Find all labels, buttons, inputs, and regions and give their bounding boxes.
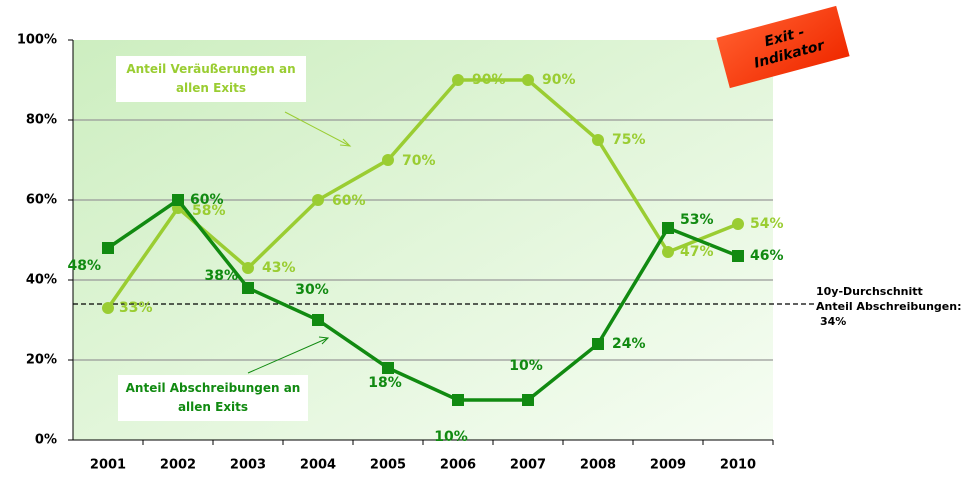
point: [522, 394, 534, 406]
series-callout: Anteil Abschreibungen an allen Exits: [118, 375, 308, 421]
reference-label: Anteil Abschreibungen:: [816, 300, 961, 313]
series-callout: Anteil Veräußerungen an allen Exits: [116, 56, 306, 102]
point: [382, 362, 394, 374]
point: [662, 222, 674, 234]
data-label: 70%: [402, 153, 436, 169]
data-label: 30%: [295, 282, 329, 298]
point: [102, 302, 114, 314]
badge-box: [716, 5, 850, 89]
data-label: 33%: [119, 300, 153, 316]
reference-label: 10y-Durchschnitt: [816, 285, 923, 298]
y-tick-label: 20%: [26, 353, 57, 368]
data-label: 48%: [67, 258, 101, 274]
point: [592, 134, 604, 146]
point: [312, 314, 324, 326]
data-label: 90%: [542, 72, 576, 88]
x-tick-label: 2006: [440, 458, 476, 473]
x-tick-label: 2004: [300, 458, 336, 473]
y-tick-label: 100%: [17, 33, 57, 48]
point: [452, 74, 464, 86]
data-label: 60%: [332, 193, 366, 209]
data-label: 53%: [680, 212, 714, 228]
data-label: 24%: [612, 336, 646, 352]
point: [732, 250, 744, 262]
y-tick-label: 0%: [35, 433, 57, 448]
data-label: 60%: [190, 192, 224, 208]
data-label: 47%: [680, 244, 714, 260]
y-tick-label: 40%: [26, 273, 57, 288]
x-tick-label: 2001: [90, 458, 126, 473]
callout-arrowhead: [339, 138, 352, 147]
reference-label: 34%: [820, 315, 846, 328]
data-label: 18%: [368, 375, 402, 391]
x-tick-label: 2009: [650, 458, 686, 473]
point: [312, 194, 324, 206]
point: [592, 338, 604, 350]
data-label: 75%: [612, 132, 646, 148]
y-tick-label: 60%: [26, 193, 57, 208]
x-tick-label: 2010: [720, 458, 756, 473]
point: [732, 218, 744, 230]
data-label: 46%: [750, 248, 784, 264]
callout-arrow: [247, 337, 329, 374]
series-line: [107, 197, 739, 402]
point: [522, 74, 534, 86]
point: [452, 394, 464, 406]
point: [382, 154, 394, 166]
series-line: [106, 78, 739, 310]
data-label: 10%: [434, 429, 468, 445]
point: [172, 194, 184, 206]
callout-arrowhead: [318, 336, 330, 345]
point: [102, 242, 114, 254]
callout-arrow: [284, 111, 351, 147]
data-label: 90%: [472, 72, 506, 88]
data-label: 38%: [204, 268, 238, 284]
x-tick-label: 2005: [370, 458, 406, 473]
point: [242, 262, 254, 274]
data-label: 43%: [262, 260, 296, 276]
x-tick-label: 2008: [580, 458, 616, 473]
data-label: 54%: [750, 216, 784, 232]
x-tick-label: 2003: [230, 458, 266, 473]
data-label: 10%: [509, 358, 543, 374]
y-tick-label: 80%: [26, 113, 57, 128]
point: [242, 282, 254, 294]
data-label: 58%: [192, 203, 226, 219]
point: [662, 246, 674, 258]
plot-area: [73, 40, 773, 440]
x-tick-label: 2002: [160, 458, 196, 473]
x-tick-label: 2007: [510, 458, 546, 473]
badge: Exit - Indikator: [716, 5, 850, 89]
